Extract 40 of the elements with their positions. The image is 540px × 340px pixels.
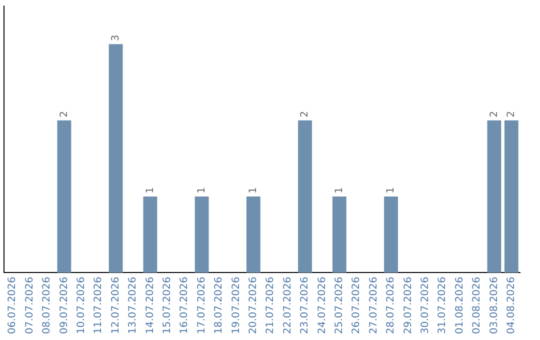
x-tick-label: 06.07.2026 — [7, 276, 18, 334]
x-tick-label: 21.07.2026 — [265, 276, 276, 334]
x-tick-label: 04.08.2026 — [506, 276, 517, 334]
data-label: 2 — [488, 110, 500, 118]
x-tick-label: 14.07.2026 — [144, 276, 156, 334]
x-tick-label: 09.07.2026 — [58, 276, 70, 334]
x-tick-label: 19.07.2026 — [230, 276, 242, 334]
data-label: 1 — [248, 187, 259, 194]
x-tick-label: 13.07.2026 — [128, 276, 139, 334]
x-tick-label: 26.07.2026 — [351, 276, 362, 334]
data-label: 1 — [196, 187, 208, 194]
data-label: 1 — [386, 187, 397, 194]
x-tick-label: 07.07.2026 — [24, 276, 36, 334]
x-tick-label: 08.07.2026 — [42, 276, 53, 334]
x-tick-label: 11.07.2026 — [93, 276, 104, 334]
x-tick-label: 02.08.2026 — [472, 276, 483, 334]
data-label: 1 — [334, 187, 345, 194]
x-tick-label: 23.07.2026 — [300, 276, 311, 334]
x-tick-label: 17.07.2026 — [196, 276, 208, 334]
data-label: 2 — [58, 110, 70, 118]
x-tick-label: 29.07.2026 — [402, 276, 414, 334]
x-tick-label: 30.07.2026 — [420, 276, 431, 334]
data-label: 2 — [506, 110, 517, 118]
x-tick-label: 28.07.2026 — [386, 276, 397, 334]
x-tick-label: 15.07.2026 — [162, 276, 173, 334]
x-tick-label: 10.07.2026 — [76, 276, 87, 334]
data-label: 3 — [110, 34, 122, 42]
x-tick-label: 31.07.2026 — [437, 276, 448, 334]
data-label: 1 — [144, 187, 156, 194]
x-tick-label: 24.07.2026 — [316, 276, 328, 334]
x-tick-label: 03.08.2026 — [488, 276, 500, 334]
x-tick-label: 12.07.2026 — [110, 276, 122, 334]
x-tick-label: 25.07.2026 — [334, 276, 345, 334]
x-tick-label: 20.07.2026 — [248, 276, 259, 334]
x-tick-label: 16.07.2026 — [179, 276, 190, 334]
x-tick-label: 27.07.2026 — [368, 276, 380, 334]
x-tick-label: 22.07.2026 — [282, 276, 294, 334]
x-tick-label: 01.08.2026 — [454, 276, 466, 334]
x-tick-label: 18.07.2026 — [214, 276, 225, 334]
data-label: 2 — [300, 110, 311, 118]
